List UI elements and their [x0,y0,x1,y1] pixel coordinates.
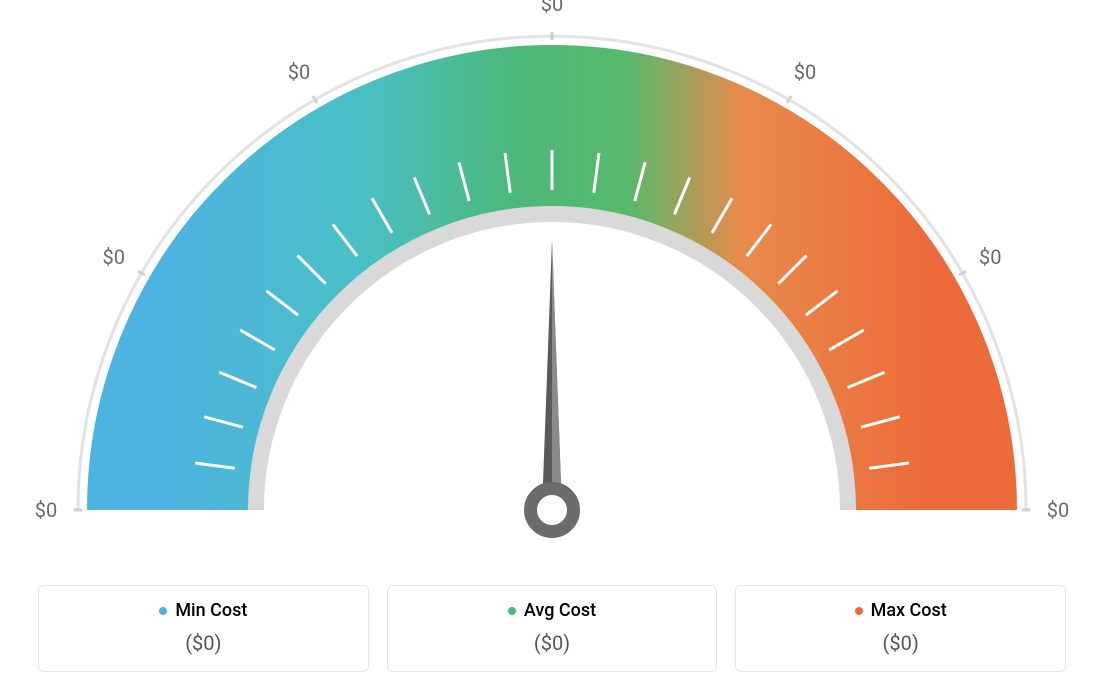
dot-icon [159,607,167,615]
legend-card-avg: Avg Cost ($0) [387,585,718,673]
legend-row: Min Cost ($0) Avg Cost ($0) Max Cost ($0… [38,585,1066,673]
gauge-tick-label: $0 [541,0,563,16]
gauge-area: $0 $0 $0 $0 $0 $0 $0 [0,0,1104,560]
legend-label: Max Cost [871,600,947,621]
gauge-tick-label: $0 [35,498,57,522]
gauge-tick-label: $0 [103,245,125,269]
legend-title-min: Min Cost [159,600,247,621]
legend-card-min: Min Cost ($0) [38,585,369,673]
gauge-svg [0,0,1104,560]
gauge-tick-label: $0 [794,60,816,84]
legend-label: Min Cost [175,600,247,621]
legend-label: Avg Cost [524,600,596,621]
legend-title-avg: Avg Cost [508,600,596,621]
gauge-tick-label: $0 [288,60,310,84]
cost-gauge-chart: $0 $0 $0 $0 $0 $0 $0 Min Cost ($0) Avg Cost ($… [0,0,1104,690]
legend-title-max: Max Cost [855,600,947,621]
legend-value: ($0) [398,631,707,655]
dot-icon [855,607,863,615]
dot-icon [508,607,516,615]
gauge-tick-label: $0 [979,245,1001,269]
gauge-tick-label: $0 [1047,498,1069,522]
legend-value: ($0) [746,631,1055,655]
legend-card-max: Max Cost ($0) [735,585,1066,673]
legend-value: ($0) [49,631,358,655]
